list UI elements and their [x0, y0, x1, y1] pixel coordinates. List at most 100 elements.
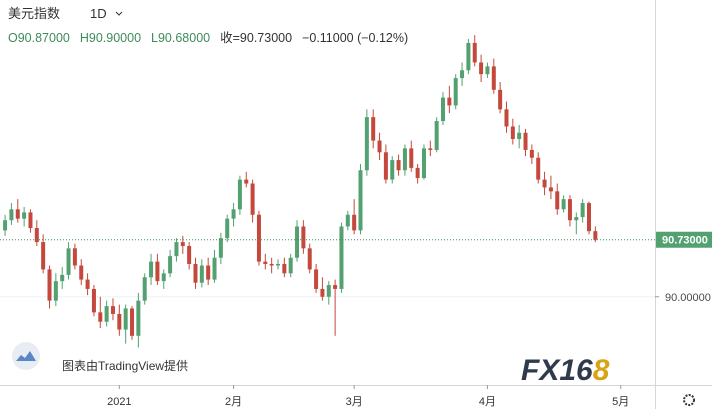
- interval[interactable]: 1D: [90, 6, 107, 21]
- candle-body: [371, 117, 376, 141]
- candle-body: [218, 238, 223, 258]
- candle-body: [580, 203, 585, 218]
- x-tick-label: 5月: [612, 396, 629, 408]
- candle-body: [256, 214, 261, 262]
- candle-body: [136, 300, 141, 336]
- candle-body: [542, 179, 547, 188]
- attribution: 图表由TradingView提供: [62, 358, 188, 373]
- x-tick-label: 2月: [225, 396, 242, 408]
- candle-body: [593, 231, 598, 240]
- candle-body: [339, 226, 344, 289]
- candle-body: [28, 212, 33, 229]
- candle-body: [517, 132, 522, 140]
- last-price-box: [656, 231, 712, 248]
- candle-body: [504, 109, 509, 127]
- candle-body: [263, 261, 268, 264]
- candle-body: [193, 263, 198, 283]
- candle-body: [60, 274, 65, 282]
- x-tick-label: 4月: [479, 396, 496, 408]
- plot: 90.00000 2021 2月 3月 4月 5月 90.73000: [0, 35, 712, 408]
- candle-body: [117, 313, 122, 330]
- ohlc-value: H90.90000: [80, 31, 141, 45]
- candle-body: [396, 160, 401, 171]
- candle-body: [180, 242, 185, 246]
- candle-body: [523, 132, 528, 150]
- ohlc-text: O90.87000 H90.90000 L90.68000 收=90.73000 −0.…: [8, 31, 408, 45]
- candle-body: [441, 97, 446, 122]
- candle-body: [53, 281, 58, 301]
- candle-body: [22, 212, 27, 219]
- candle-body: [536, 157, 541, 180]
- candle-body: [66, 248, 71, 275]
- candle-body: [574, 217, 579, 221]
- candle-body: [555, 191, 560, 210]
- x-tick-label: 3月: [346, 396, 363, 408]
- candle-body: [237, 179, 242, 210]
- candle-body: [72, 248, 77, 266]
- candle-body: [402, 148, 407, 171]
- candle-body: [34, 228, 39, 243]
- candle-body: [231, 209, 236, 219]
- ohlc-value: 收=90.73000: [220, 31, 292, 45]
- candle-body: [498, 89, 503, 110]
- candle-body: [460, 70, 465, 79]
- candle-body: [383, 152, 388, 180]
- candle-body: [85, 279, 90, 289]
- candle-body: [333, 285, 338, 289]
- candle-body: [466, 42, 471, 71]
- candle-body: [548, 187, 553, 192]
- candle-body: [282, 263, 287, 274]
- candle-body: [206, 265, 211, 280]
- candle-body: [485, 66, 490, 75]
- candle-body: [428, 148, 433, 150]
- watermark-accent: 8: [593, 354, 610, 387]
- candle-body: [358, 170, 363, 231]
- candle-body: [98, 312, 103, 322]
- candle-body: [320, 288, 325, 297]
- ohlc-legend: O90.87000 H90.90000 L90.68000 收=90.73000 −0.…: [8, 31, 408, 45]
- candle-body: [3, 220, 8, 231]
- candle-body: [41, 242, 46, 270]
- candle-body: [199, 265, 204, 283]
- candle-body: [364, 117, 369, 171]
- tradingview-badge: 图表由TradingView提供: [12, 342, 188, 373]
- watermark: FX168: [521, 354, 610, 387]
- candle-body: [212, 257, 217, 280]
- candle-body: [47, 269, 52, 301]
- candle-body: [409, 148, 414, 168]
- candle-body: [586, 203, 591, 232]
- candle-body: [295, 226, 300, 258]
- badge-circle: [12, 342, 40, 370]
- interval-chevron[interactable]: [115, 11, 123, 16]
- candle-body: [453, 78, 458, 106]
- candle-body: [149, 261, 154, 278]
- candle-body: [130, 308, 135, 336]
- candle-body: [567, 199, 572, 221]
- candle-body: [123, 308, 128, 330]
- candle-body: [15, 209, 20, 219]
- candle-body: [110, 306, 115, 314]
- candle-body: [301, 226, 306, 249]
- candle-body: [187, 245, 192, 264]
- ohlc-value: O90.87000: [8, 31, 70, 45]
- candle-body: [269, 263, 274, 266]
- candle-body: [174, 242, 179, 257]
- candle-body: [390, 160, 395, 180]
- candle-body: [314, 269, 319, 289]
- candle-body: [225, 218, 230, 239]
- candle-body: [168, 256, 173, 274]
- candle-body: [421, 148, 426, 179]
- candle-body: [79, 265, 84, 280]
- candle-body: [472, 42, 477, 63]
- settings-gear[interactable]: [683, 394, 695, 406]
- candle-body: [447, 97, 452, 106]
- candle-body: [415, 167, 420, 179]
- gear-icon[interactable]: [683, 394, 695, 406]
- ohlc-value: −0.11000 (−0.12%): [302, 31, 408, 45]
- candle-body: [491, 66, 496, 90]
- badge-icon: [16, 351, 36, 361]
- y-tick-label: 90.00000: [665, 292, 711, 304]
- candle-body: [479, 62, 484, 75]
